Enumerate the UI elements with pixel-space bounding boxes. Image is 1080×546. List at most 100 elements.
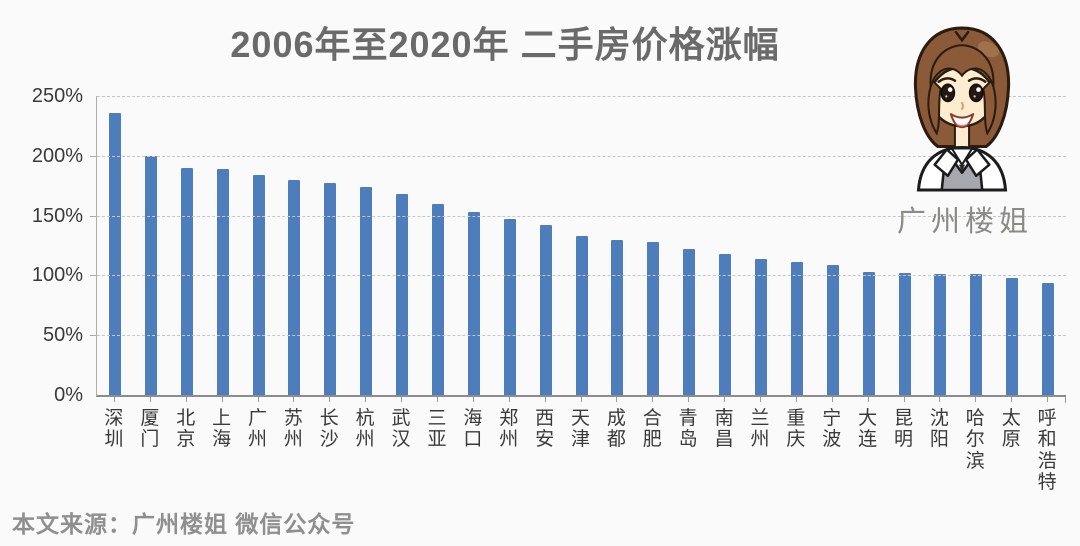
y-tick-label: 150% bbox=[31, 204, 83, 227]
bar-昆明 bbox=[898, 273, 911, 395]
x-tick-mark bbox=[455, 397, 491, 403]
bar-slot bbox=[420, 96, 456, 395]
x-label-上海: 上海 bbox=[212, 408, 232, 451]
bar-slot bbox=[743, 96, 779, 395]
x-label-南昌: 南昌 bbox=[714, 408, 734, 451]
y-tick-mark bbox=[90, 155, 96, 157]
y-tick-label: 200% bbox=[31, 144, 83, 167]
bar-slot bbox=[133, 96, 169, 395]
x-tick-mark bbox=[96, 397, 132, 403]
bar-slot bbox=[276, 96, 312, 395]
bar-slot bbox=[1030, 96, 1066, 395]
bar-slot bbox=[671, 96, 707, 395]
x-tick-mark bbox=[204, 397, 240, 403]
bar-slot bbox=[815, 96, 851, 395]
x-label-广州: 广州 bbox=[247, 408, 267, 451]
bar-南昌 bbox=[719, 253, 732, 395]
bar-北京 bbox=[180, 167, 193, 395]
watermark-label: 广州楼姐 bbox=[896, 204, 1033, 238]
bar-杭州 bbox=[360, 186, 373, 395]
x-label-大连: 大连 bbox=[858, 408, 878, 451]
bar-slot bbox=[564, 96, 600, 395]
bar-太原 bbox=[1006, 277, 1019, 395]
bar-西安 bbox=[539, 225, 552, 395]
x-tick-mark bbox=[1029, 397, 1065, 403]
gridline bbox=[97, 96, 1066, 97]
bar-slot bbox=[851, 96, 887, 395]
bar-合肥 bbox=[647, 241, 660, 395]
bar-兰州 bbox=[754, 258, 767, 395]
x-label-深圳: 深圳 bbox=[104, 408, 124, 451]
x-tick-mark bbox=[778, 397, 814, 403]
bar-三亚 bbox=[431, 203, 444, 395]
y-tick-label: 50% bbox=[42, 324, 83, 347]
x-tick-mark bbox=[311, 397, 347, 403]
source-note: 本文来源：广州楼姐 微信公众号 bbox=[12, 511, 356, 537]
bar-slot bbox=[922, 96, 958, 395]
x-tick-mark bbox=[850, 397, 886, 403]
x-label-太原: 太原 bbox=[1001, 408, 1021, 451]
bar-slot bbox=[707, 96, 743, 395]
x-tick-mark bbox=[921, 397, 957, 403]
gridline bbox=[97, 275, 1066, 277]
x-label-杭州: 杭州 bbox=[355, 408, 375, 451]
bar-slot bbox=[97, 96, 133, 395]
x-label-宁波: 宁波 bbox=[822, 408, 842, 451]
bar-slot bbox=[169, 96, 205, 395]
bar-slot bbox=[958, 96, 994, 395]
x-tick-mark bbox=[347, 397, 383, 403]
bar-哈尔滨 bbox=[970, 274, 983, 395]
x-label-三亚: 三亚 bbox=[427, 408, 447, 451]
bar-slot bbox=[599, 96, 635, 395]
y-tick-mark bbox=[90, 275, 96, 277]
x-tick-mark bbox=[491, 397, 527, 403]
plot-area bbox=[96, 96, 1066, 397]
gridline bbox=[97, 335, 1066, 337]
bar-slot bbox=[528, 96, 564, 395]
y-tick-mark bbox=[90, 215, 96, 217]
bar-大连 bbox=[862, 271, 875, 395]
x-tick-mark bbox=[993, 397, 1029, 403]
x-label-青岛: 青岛 bbox=[678, 408, 698, 451]
y-tick-mark bbox=[90, 335, 96, 337]
bar-成都 bbox=[611, 239, 624, 395]
bar-宁波 bbox=[826, 264, 839, 395]
bar-slot bbox=[492, 96, 528, 395]
x-label-北京: 北京 bbox=[176, 408, 196, 451]
x-tick-mark bbox=[706, 397, 742, 403]
bar-武汉 bbox=[396, 194, 409, 395]
avatar-woman-illustration bbox=[913, 26, 1011, 192]
x-label-哈尔滨: 哈尔滨 bbox=[965, 408, 985, 472]
x-label-合肥: 合肥 bbox=[642, 408, 662, 451]
bar-长沙 bbox=[324, 183, 337, 395]
x-label-成都: 成都 bbox=[606, 408, 626, 451]
x-tick-mark bbox=[132, 397, 168, 403]
avatar bbox=[901, 22, 1023, 192]
x-tick-mark bbox=[240, 397, 276, 403]
x-tick-mark bbox=[886, 397, 922, 403]
bar-青岛 bbox=[683, 249, 696, 395]
x-label-海口: 海口 bbox=[463, 408, 483, 451]
x-tick-mark bbox=[670, 397, 706, 403]
x-label-武汉: 武汉 bbox=[391, 408, 411, 451]
x-tick-mark bbox=[563, 397, 599, 403]
x-label-呼和浩特: 呼和浩特 bbox=[1037, 408, 1057, 493]
y-tick-label: 0% bbox=[54, 384, 83, 406]
x-tick-mark bbox=[383, 397, 419, 403]
gridline bbox=[97, 155, 1066, 157]
x-tick-mark bbox=[527, 397, 563, 403]
x-label-厦门: 厦门 bbox=[140, 408, 160, 451]
bar-上海 bbox=[216, 168, 229, 395]
x-label-重庆: 重庆 bbox=[786, 408, 806, 451]
x-label-郑州: 郑州 bbox=[499, 408, 519, 451]
bar-郑州 bbox=[503, 219, 516, 395]
bar-广州 bbox=[252, 174, 265, 395]
bar-沈阳 bbox=[934, 274, 947, 395]
x-tick-mark bbox=[634, 397, 670, 403]
bar-slot bbox=[779, 96, 815, 395]
x-tick-mark bbox=[598, 397, 634, 403]
x-axis-ticks bbox=[96, 397, 1066, 403]
x-tick-mark bbox=[957, 397, 993, 403]
x-axis-labels: 深圳 厦门 北京 上海 广州 苏州 长沙 杭州 武汉 三亚 海口 郑州 西安 天津 成都 合肥 青岛 南昌 兰州 重庆… bbox=[96, 408, 1065, 493]
